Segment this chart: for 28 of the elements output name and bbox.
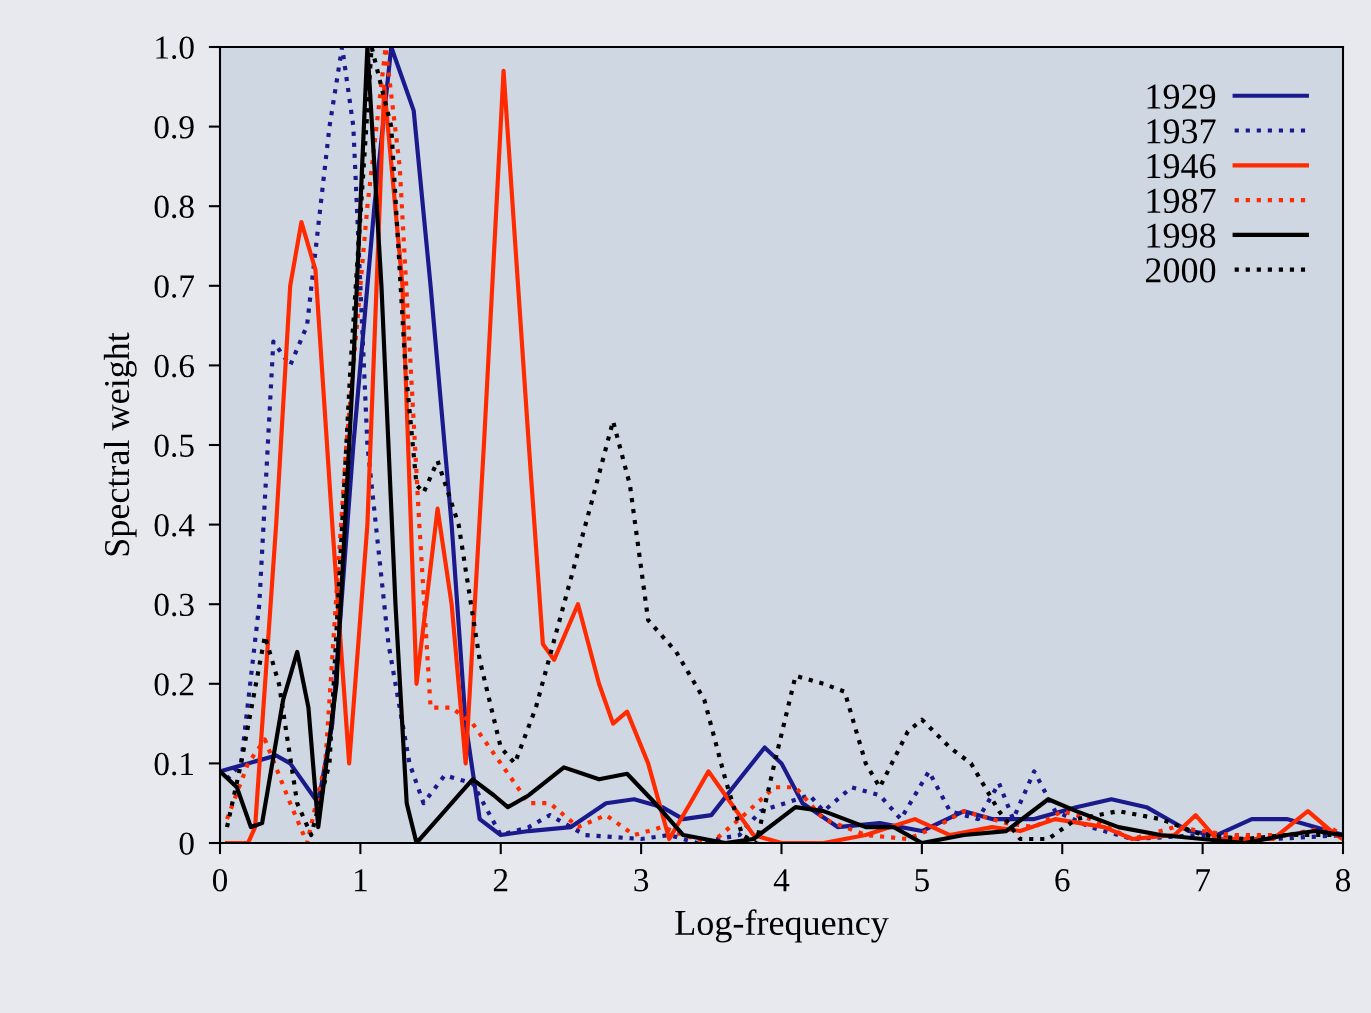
legend-label: 1929	[1147, 84, 1216, 109]
x-tick-label: 2	[493, 869, 508, 892]
x-tick-label: 5	[915, 869, 929, 892]
x-tick-label: 7	[1196, 869, 1210, 892]
y-tick-label: 0.7	[154, 275, 195, 298]
y-tick-label: 0.6	[154, 354, 195, 378]
x-tick-label: 3	[634, 869, 649, 892]
x-tick-label: 8	[1335, 868, 1351, 892]
y-tick-label: 1.0	[156, 36, 194, 60]
y-tick-label: 0.1	[154, 752, 193, 776]
x-tick-label: 6	[1055, 869, 1070, 892]
y-tick-label: 0.5	[154, 434, 194, 458]
y-axis-title: Spectral weight	[103, 332, 137, 556]
y-tick-label: 0	[179, 832, 194, 855]
legend-label: 2000	[1145, 258, 1216, 283]
x-tick-label: 1	[354, 869, 367, 892]
y-tick-label: 0.9	[154, 116, 194, 139]
x-axis-title: Log-frequency	[675, 909, 889, 943]
legend-label: 1946	[1147, 154, 1216, 179]
y-tick-label: 0.3	[154, 593, 194, 617]
legend-label: 1937	[1147, 119, 1216, 144]
y-tick-label: 0.2	[154, 673, 194, 696]
y-tick-label: 0.4	[154, 514, 195, 537]
x-tick-label: 0	[212, 868, 228, 892]
legend-label: 1998	[1147, 223, 1216, 248]
y-tick-label: 0.8	[154, 195, 194, 219]
x-tick-label: 4	[773, 869, 790, 892]
legend-label: 1987	[1147, 188, 1216, 214]
